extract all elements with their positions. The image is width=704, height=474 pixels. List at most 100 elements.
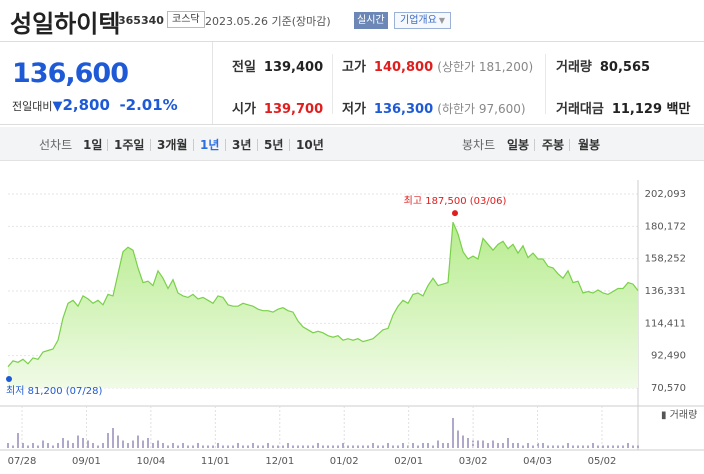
volume-bar: [367, 445, 369, 448]
volume-bar: [417, 445, 419, 448]
tab-3y[interactable]: 3년: [232, 138, 252, 152]
volume-bar: [222, 445, 224, 448]
x-axis: 07/28 09/01 10/04 11/01 12/01 01/02 02/01 03/02…: [8, 406, 617, 467]
x-tick-label: 12/01: [265, 456, 294, 467]
volume-bar: [247, 445, 249, 448]
trade-amount-value: 11,129 백만: [611, 102, 691, 117]
high-cell: 고가 140,800 (상한가 181,200): [342, 56, 533, 75]
tab-3m[interactable]: 3개월: [157, 138, 188, 152]
tab-separator: [289, 139, 290, 151]
price-chart[interactable]: 202,093 180,172 158,252 136,331 114,411 92,49…: [0, 180, 704, 474]
volume-bar: [327, 445, 329, 448]
volume-bar: [152, 443, 154, 448]
volume-bar: [302, 445, 304, 448]
tab-separator: [569, 139, 570, 151]
y-tick-label: 70,570: [651, 383, 686, 394]
chart-tabbar: 선차트 1일 1주일 3개월 1년 3년 5년 10년 봉차트 일봉 주봉 월봉: [0, 127, 704, 161]
tab-1d[interactable]: 1일: [83, 138, 103, 152]
volume-bar: [342, 443, 344, 448]
volume-bar: [132, 440, 134, 448]
tab-separator: [534, 139, 535, 151]
volume-bar: [592, 443, 594, 448]
divider: [332, 54, 333, 114]
volume-bar: [572, 445, 574, 448]
extreme-markers: 최고 187,500 (03/06) 최저 81,200 (07/28): [6, 195, 506, 397]
volume-bar: [192, 445, 194, 448]
volume-bar: [127, 443, 129, 448]
volume-bar: [582, 445, 584, 448]
volume-bar: [107, 433, 109, 448]
volume-bar: [47, 443, 49, 448]
upper-limit: (상한가 181,200): [437, 60, 534, 74]
volume-bar: [27, 445, 29, 448]
volume-bar: [197, 443, 199, 448]
volume-bar: [282, 445, 284, 448]
realtime-button[interactable]: 실시간: [354, 12, 388, 29]
volume-bar: [312, 445, 314, 448]
volume-bar: [102, 443, 104, 448]
low-value: 136,300: [373, 102, 434, 117]
y-tick-label: 158,252: [645, 254, 686, 265]
tab-monthly[interactable]: 월봉: [578, 138, 601, 152]
x-tick-label: 05/02: [588, 456, 617, 467]
divider: [545, 54, 546, 114]
price-area: [8, 222, 638, 388]
volume-bar: [382, 445, 384, 448]
volume-bar: [462, 435, 464, 448]
y-axis: 202,093 180,172 158,252 136,331 114,411 92,49…: [645, 189, 686, 394]
volume-bar: [532, 445, 534, 448]
volume-bar: [552, 445, 554, 448]
stock-header: 성일하이텍 365340 코스닥 2023.05.26 기준(장마감) 실시간 …: [0, 0, 704, 40]
line-chart-label: 선차트: [39, 138, 73, 152]
volume-bar: [52, 445, 54, 448]
x-tick-label: 10/04: [136, 456, 165, 467]
volume-bar: [172, 443, 174, 448]
high-value: 140,800: [373, 60, 434, 75]
open-value: 139,700: [263, 102, 324, 117]
volume-cell: 거래량 80,565: [556, 56, 650, 75]
volume-bar: [307, 445, 309, 448]
volume-bar: [527, 443, 529, 448]
tab-daily[interactable]: 일봉: [507, 138, 530, 152]
volume-bar: [372, 443, 374, 448]
company-overview-label: 기업개요: [400, 15, 437, 26]
current-price-box: 136,600 전일대비▼2,800 -2.01%: [0, 42, 213, 124]
high-label: 최고 187,500 (03/06): [404, 195, 507, 207]
prev-close-cell: 전일 139,400: [232, 56, 323, 75]
tab-1w[interactable]: 1주일: [114, 138, 145, 152]
volume-bars: [7, 418, 639, 448]
volume-bar: [72, 443, 74, 448]
volume-bar: [207, 445, 209, 448]
volume-bar: [577, 445, 579, 448]
volume-bar: [632, 445, 634, 448]
prev-close-label: 전일: [232, 60, 256, 75]
volume-bar: [597, 445, 599, 448]
volume-bar: [117, 435, 119, 448]
lower-limit: (하한가 97,600): [437, 102, 526, 116]
prev-close-value: 139,400: [263, 60, 324, 75]
open-cell: 시가 139,700: [232, 98, 323, 117]
x-tick-label: 07/28: [8, 456, 37, 467]
low-label: 저가: [342, 102, 366, 117]
x-tick-label: 01/02: [330, 456, 359, 467]
open-label: 시가: [232, 102, 256, 117]
volume-bar: [472, 440, 474, 448]
volume-bar: [252, 443, 254, 448]
tab-1y[interactable]: 1년: [200, 138, 220, 152]
volume-bar: [37, 445, 39, 448]
volume-label: 거래량: [556, 60, 592, 75]
volume-bar: [397, 445, 399, 448]
volume-bar: [457, 430, 459, 448]
volume-bar: [187, 445, 189, 448]
tab-5y[interactable]: 5년: [264, 138, 284, 152]
tab-10y[interactable]: 10년: [296, 138, 324, 152]
current-price: 136,600: [12, 58, 129, 89]
volume-bar: [292, 445, 294, 448]
volume-bar: [277, 445, 279, 448]
x-tick-label: 09/01: [72, 456, 101, 467]
tab-weekly[interactable]: 주봉: [542, 138, 565, 152]
volume-legend: ▮ 거래량: [661, 409, 697, 421]
company-overview-dropdown[interactable]: 기업개요 ▼: [394, 12, 451, 29]
volume-bar: [297, 445, 299, 448]
y-tick-label: 114,411: [645, 318, 686, 329]
